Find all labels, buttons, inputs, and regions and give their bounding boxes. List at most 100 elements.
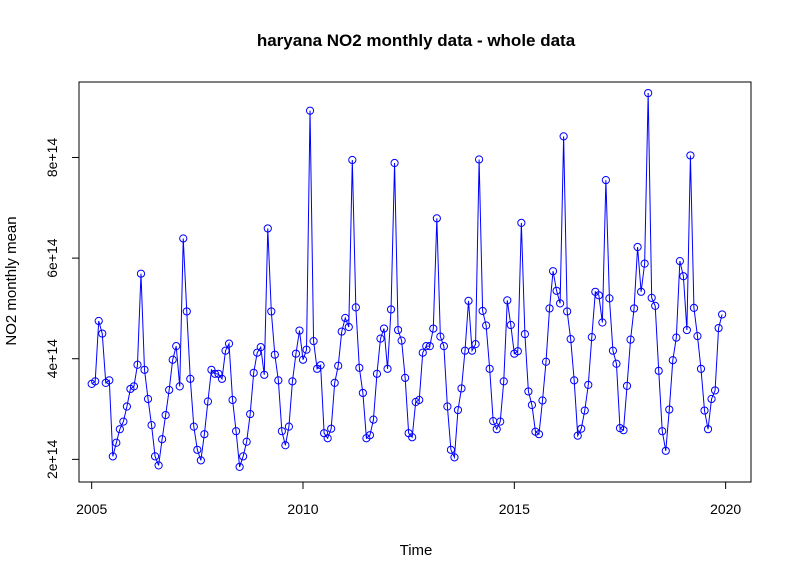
data-point: [94, 316, 103, 326]
data-point: [316, 361, 325, 370]
x-axis-label: Time: [400, 542, 433, 559]
data-point: [263, 224, 272, 233]
data-point: [443, 402, 452, 411]
data-point: [291, 349, 301, 358]
data-point: [584, 380, 593, 389]
data-point: [503, 296, 512, 305]
data-point: [485, 364, 494, 373]
data-point: [115, 425, 124, 434]
data-point: [432, 214, 441, 223]
data-point: [637, 287, 646, 296]
data-point: [217, 374, 227, 383]
data-point: [482, 321, 491, 330]
data-point: [302, 345, 311, 354]
data-point: [703, 425, 713, 434]
data-point: [348, 155, 357, 165]
data-point: [256, 343, 265, 352]
data-point: [707, 394, 716, 404]
data-point: [203, 397, 213, 406]
data-point: [172, 342, 181, 351]
data-point: [270, 350, 279, 359]
data-point: [355, 363, 364, 372]
data-point: [351, 303, 360, 312]
data-point: [358, 388, 367, 398]
data-point: [686, 151, 695, 160]
data-point: [344, 322, 353, 332]
data-point: [235, 462, 244, 472]
data-point: [718, 310, 727, 319]
data-point: [612, 359, 621, 368]
data-point: [221, 346, 230, 355]
data-point: [682, 325, 692, 335]
data-point: [710, 386, 720, 395]
data-point: [436, 332, 445, 341]
data-point: [200, 430, 209, 439]
data-point: [622, 381, 632, 390]
data-point: [274, 376, 283, 385]
data-point: [450, 453, 459, 462]
data-point: [327, 424, 336, 433]
data-point: [158, 435, 167, 444]
data-point: [548, 267, 558, 276]
data-point: [559, 132, 568, 141]
y-tick-label: 4e+14: [44, 339, 60, 379]
data-point: [601, 176, 610, 185]
data-point: [372, 369, 382, 378]
data-point: [186, 374, 195, 383]
data-point: [538, 396, 547, 405]
data-point: [696, 364, 706, 373]
data-point: [383, 364, 392, 373]
data-point: [552, 286, 561, 295]
data-point: [700, 406, 709, 415]
data-point: [182, 307, 191, 316]
data-point: [288, 377, 297, 386]
data-point: [150, 452, 160, 461]
data-point: [323, 434, 332, 443]
data-point: [644, 88, 653, 98]
data-point: [520, 329, 529, 339]
data-point: [143, 394, 153, 404]
data-point: [386, 305, 396, 314]
data-point: [365, 431, 375, 440]
data-point: [587, 332, 596, 342]
data-point: [425, 342, 434, 351]
data-point: [563, 307, 572, 316]
data-point: [608, 346, 618, 355]
chart-title: haryana NO2 monthly data - whole data: [257, 31, 576, 50]
x-tick-label: 2010: [287, 501, 318, 517]
data-point: [136, 269, 146, 278]
data-point: [397, 336, 406, 345]
data-point: [334, 361, 343, 370]
data-point: [513, 347, 522, 356]
data-point: [626, 335, 635, 344]
data-point: [714, 323, 723, 333]
data-point: [175, 382, 184, 391]
data-point: [647, 293, 656, 302]
data-point: [379, 324, 389, 333]
data-point: [249, 368, 258, 377]
data-point: [471, 340, 480, 349]
data-point: [672, 333, 681, 342]
data-point: [179, 234, 188, 243]
data-point: [165, 385, 174, 395]
data-point: [196, 456, 205, 465]
data-point: [119, 417, 128, 426]
data-point: [464, 296, 473, 305]
data-point: [446, 445, 456, 454]
data-point: [309, 337, 318, 346]
data-point: [133, 360, 142, 369]
data-point: [541, 357, 551, 366]
data-point: [210, 369, 220, 378]
data-point: [281, 441, 290, 450]
data-point: [654, 366, 663, 375]
data-point: [439, 342, 448, 351]
data-point: [369, 415, 378, 424]
data-point: [492, 425, 501, 434]
x-tick-label: 2015: [499, 501, 530, 517]
y-tick-label: 6e+14: [44, 238, 60, 278]
data-point: [527, 400, 537, 410]
data-point: [633, 242, 642, 252]
data-point: [401, 373, 410, 382]
data-point: [517, 218, 526, 227]
data-point: [305, 106, 315, 115]
